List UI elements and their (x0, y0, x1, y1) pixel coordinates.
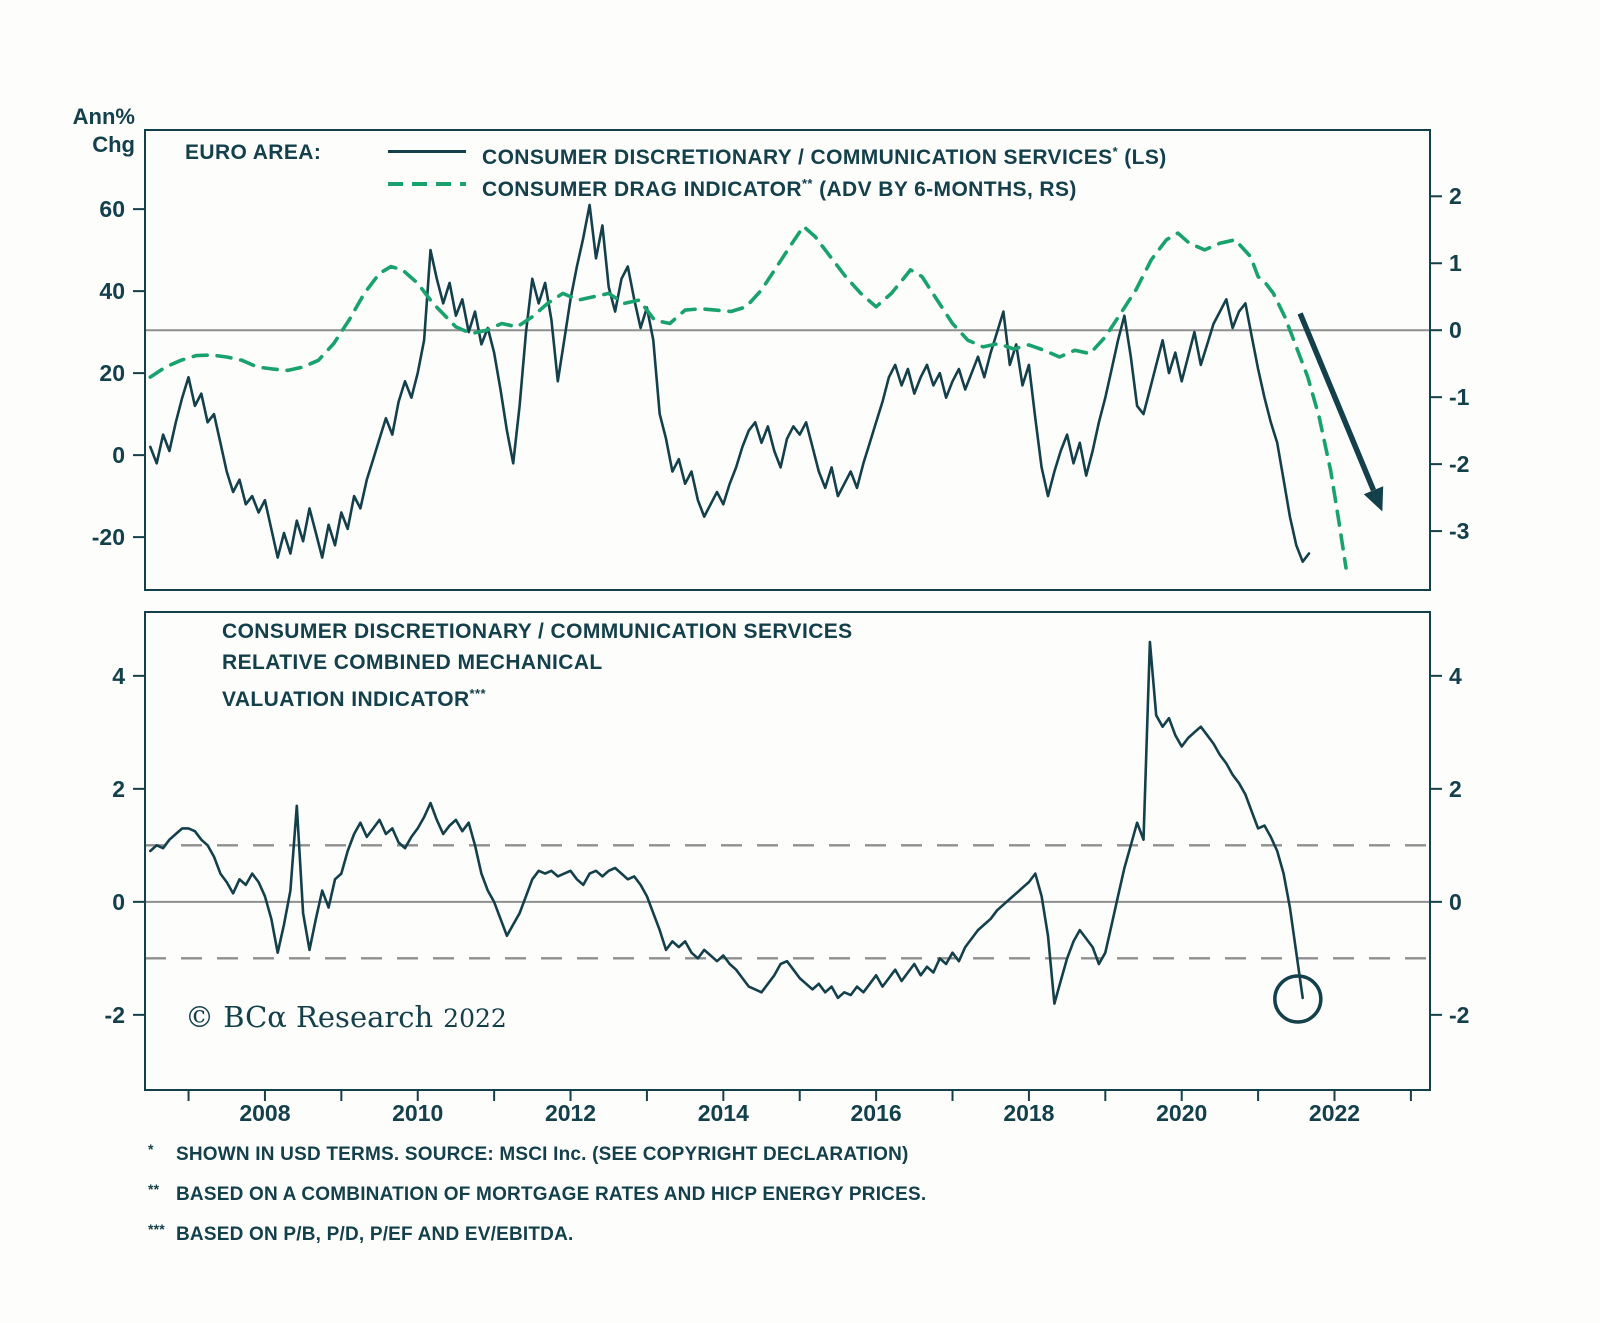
x-axis-tick-label: 2010 (392, 1100, 444, 1126)
left-axis-tick-label: -2 (104, 1001, 125, 1028)
right-axis-tick-label: 2 (1449, 775, 1462, 802)
left-axis-tick-label: 40 (99, 278, 125, 305)
footnote-1: * SHOWN IN USD TERMS. SOURCE: MSCI Inc. (… (148, 1141, 909, 1165)
legend-heading: EURO AREA: (185, 141, 322, 164)
left-axis-tick-label: 0 (112, 442, 125, 469)
legend-label-2: CONSUMER DRAG INDICATOR** (ADV BY 6-MONT… (482, 176, 1077, 201)
footnote-3: *** BASED ON P/B, P/D, P/EF AND EV/EBITDA… (148, 1221, 574, 1245)
right-axis-tick-label: 0 (1449, 317, 1462, 344)
x-axis-tick-label: 2012 (544, 1100, 597, 1126)
right-axis-tick-label: 0 (1449, 888, 1462, 915)
panel2-title-line3: VALUATION INDICATOR*** (222, 686, 486, 711)
x-axis-tick-label: 2020 (1156, 1100, 1208, 1126)
copyright-brand: © BCα Research (185, 1000, 434, 1034)
right-axis-tick-label: -3 (1449, 518, 1470, 545)
x-axis-tick-label: 2022 (1308, 1100, 1361, 1126)
panel2-title-line1: CONSUMER DISCRETIONARY / COMMUNICATION S… (222, 620, 853, 643)
panel2-title-line2: RELATIVE COMBINED MECHANICAL (222, 651, 603, 674)
copyright-year: 2022 (443, 1004, 507, 1033)
right-axis-tick-label: -1 (1449, 384, 1470, 411)
left-axis-tick-label: 2 (112, 775, 125, 802)
footnotes: * SHOWN IN USD TERMS. SOURCE: MSCI Inc. (… (148, 1138, 926, 1258)
x-axis-tick-label: 2008 (239, 1100, 291, 1126)
left-axis-tick-label: -20 (91, 524, 125, 551)
left-axis-tick-label: 20 (99, 360, 125, 387)
footnote-2: ** BASED ON A COMBINATION OF MORTGAGE RAT… (148, 1181, 927, 1205)
legend-item-consumer-drag: CONSUMER DRAG INDICATOR** (ADV BY 6-MONT… (388, 171, 1077, 203)
legend-label-1: CONSUMER DISCRETIONARY / COMMUNICATION S… (482, 144, 1167, 169)
right-axis-tick-label: -2 (1449, 1001, 1470, 1028)
x-axis-tick-label: 2018 (1003, 1100, 1055, 1126)
left-axis-tick-label: 0 (112, 888, 125, 915)
copyright: © BCα Research 2022 (185, 1000, 507, 1034)
axis-unit-line1: Ann% (72, 104, 135, 129)
solid-line-sample (388, 150, 466, 153)
left-axis-tick-label: 4 (112, 662, 125, 689)
left-axis-unit-label: Ann% Chg (40, 103, 135, 159)
axis-unit-line2: Chg (92, 132, 135, 157)
right-axis-tick-label: 1 (1449, 250, 1462, 277)
right-axis-tick-label: 4 (1449, 662, 1462, 689)
x-axis-tick-label: 2014 (697, 1100, 749, 1126)
panel2-title: CONSUMER DISCRETIONARY / COMMUNICATION S… (222, 616, 853, 715)
left-axis-tick-label: 60 (99, 196, 125, 223)
right-axis-tick-label: -2 (1449, 451, 1470, 478)
dashed-line-sample (388, 182, 466, 186)
legend-item-consumer-discretionary: CONSUMER DISCRETIONARY / COMMUNICATION S… (388, 139, 1167, 171)
x-axis-tick-label: 2016 (850, 1100, 902, 1126)
right-axis-tick-label: 2 (1449, 183, 1462, 210)
